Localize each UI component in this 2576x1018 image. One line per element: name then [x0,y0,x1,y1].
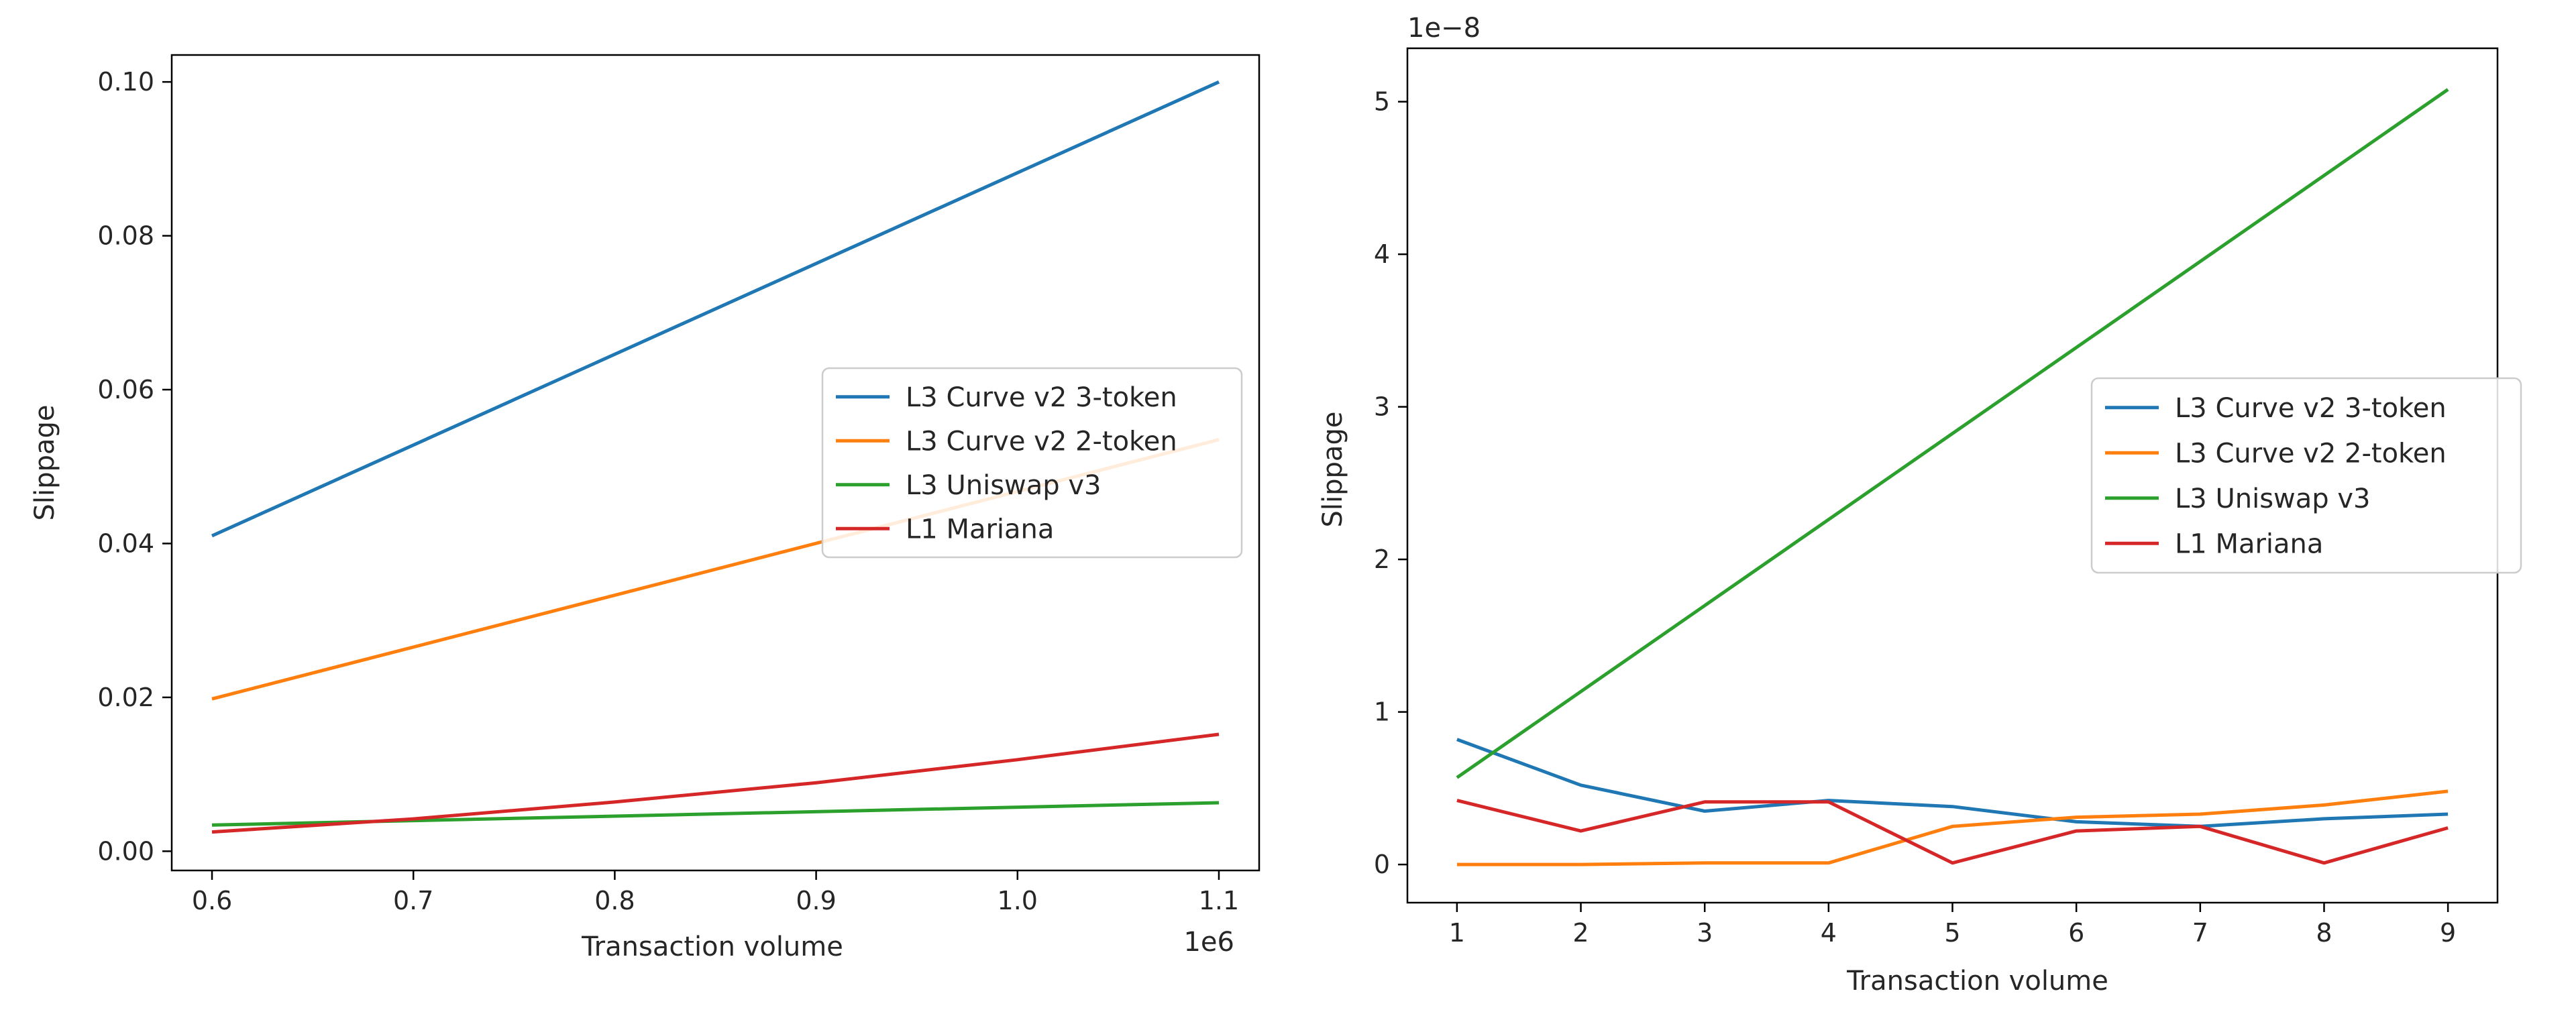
series-line-l1-mariana [211,732,1220,834]
x-tick-label: 4 [1821,918,1837,948]
legend-label: L3 Uniswap v3 [2175,484,2370,514]
x-axis-label: Transaction volume [1846,966,2108,997]
series-line-l3-curve-v2-3-token [211,80,1220,538]
series-line-l1-mariana [1456,799,2449,865]
y-tick-label: 3 [1374,392,1390,422]
legend-label: L3 Uniswap v3 [906,470,1101,501]
axes-frame [170,54,1260,872]
series-line-l3-uniswap-v3 [1456,88,2449,779]
x-tick-label: 9 [2440,918,2456,948]
legend-box [821,367,1243,559]
legend-box [2090,377,2522,574]
legend-label: L3 Curve v2 3-token [906,382,1177,413]
y-tick-label: 0.10 [97,67,154,97]
x-axis-label: Transaction volume [581,931,843,962]
y-tick-label: 0.00 [97,836,154,866]
y-axis-label: Slippage [1318,412,1348,528]
y-tick-label: 0.02 [97,683,154,712]
y-scale-offset-label: 1e−8 [1407,13,1481,44]
x-tick-label: 8 [2316,918,2332,948]
x-tick-label: 1.0 [998,886,1038,915]
legend-label: L3 Curve v2 2-token [2175,438,2447,469]
x-tick-label: 0.9 [796,886,836,915]
series-line-l3-curve-v2-3-token [1456,738,2449,828]
x-tick-label: 2 [1572,918,1589,948]
x-tick-label: 7 [2192,918,2208,948]
series-line-l3-curve-v2-2-token [1456,789,2449,866]
y-tick-label: 0.08 [97,221,154,251]
x-tick-label: 1 [1449,918,1465,948]
y-tick-label: 2 [1374,545,1390,574]
legend-label: L3 Curve v2 2-token [906,426,1177,457]
legend-label: L1 Mariana [906,514,1054,545]
y-tick-label: 5 [1374,87,1390,117]
x-tick-label: 0.6 [192,886,232,915]
y-tick-label: 0 [1374,850,1390,879]
x-tick-label: 0.7 [393,886,433,915]
y-tick-label: 0.06 [97,375,154,404]
y-axis-label: Slippage [30,405,60,521]
y-tick-label: 1 [1374,697,1390,727]
y-tick-label: 0.04 [97,528,154,558]
x-tick-label: 5 [1944,918,1960,948]
x-tick-label: 3 [1697,918,1713,948]
x-tick-label: 6 [2068,918,2084,948]
x-tick-label: 1.1 [1199,886,1239,915]
legend-label: L1 Mariana [2175,528,2323,559]
left-plot: 0.6 0.7 0.8 0.9 1.0 1.1 0.00 0.02 0.04 0.06 0.08 0.… [30,54,1260,962]
right-plot: 1 2 3 4 5 6 7 8 9 0 1 2 3 4 5 Transaction volume Slippag… [1318,13,2522,997]
legend-label: L3 Curve v2 3-token [2175,393,2447,424]
x-tick-label: 0.8 [594,886,635,915]
x-scale-offset-label: 1e6 [1183,927,1234,958]
y-tick-label: 4 [1374,239,1390,269]
